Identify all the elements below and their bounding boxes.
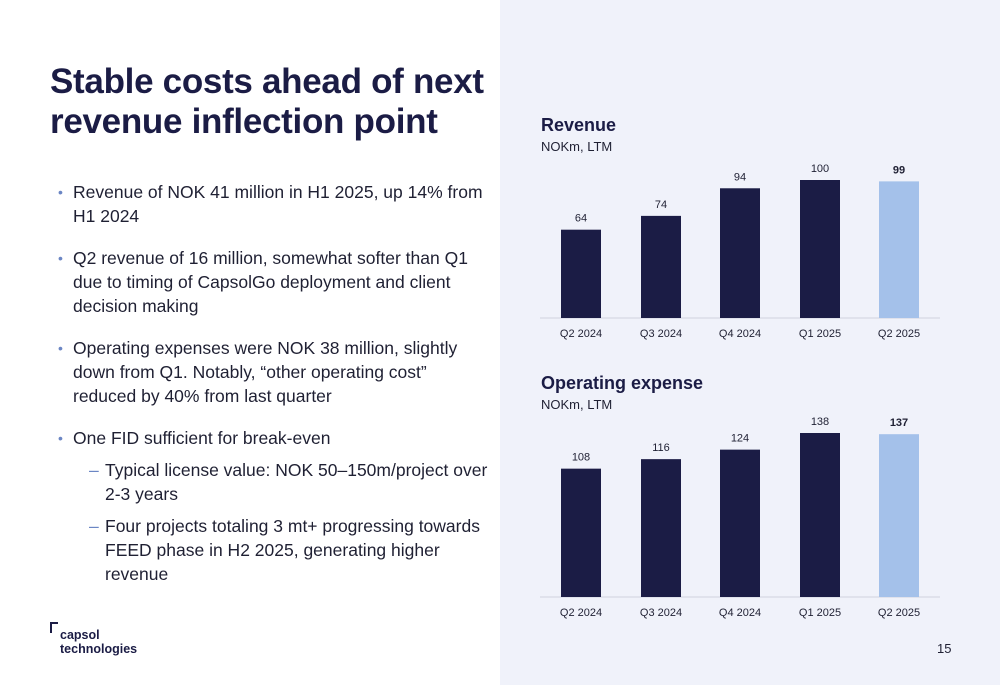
opex-bar xyxy=(561,468,601,597)
revenue-chart: 64 Q2 2024 74 Q3 2024 94 Q4 2024 100 Q1 2025 99 Q… xyxy=(540,163,940,340)
revenue-bar xyxy=(879,181,919,318)
revenue-bar xyxy=(800,180,840,318)
revenue-tick-label: Q2 2025 xyxy=(878,328,920,340)
opex-tick-label: Q1 2025 xyxy=(799,607,841,619)
revenue-bar xyxy=(561,229,601,318)
bullet-text: Q2 revenue of 16 million, somewhat softe… xyxy=(73,248,468,316)
bullet-text: Revenue of NOK 41 million in H1 2025, up… xyxy=(73,182,483,226)
opex-tick-label: Q2 2025 xyxy=(878,607,920,619)
revenue-tick-label: Q1 2025 xyxy=(799,328,841,340)
bullet-text: One FID sufficient for break-even xyxy=(73,428,331,448)
opex-bar xyxy=(879,434,919,597)
opex-data-label: 116 xyxy=(652,442,670,454)
opex-bar xyxy=(720,449,760,597)
bullet-marker: • xyxy=(58,184,63,200)
bullet-marker: • xyxy=(58,340,63,356)
bullet-text: Operating expenses were NOK 38 million, … xyxy=(73,338,458,406)
opex-tick-label: Q4 2024 xyxy=(719,607,761,619)
sub-bullet-item: – Four projects totaling 3 mt+ progressi… xyxy=(73,514,488,586)
opex-chart: 108 Q2 2024 116 Q3 2024 124 Q4 2024 138 Q1 2025… xyxy=(540,416,940,619)
bullet-item: • Operating expenses were NOK 38 million… xyxy=(58,336,488,408)
revenue-tick-label: Q3 2024 xyxy=(640,328,682,340)
revenue-chart-title: Revenue xyxy=(541,115,617,135)
revenue-bar xyxy=(641,215,681,318)
bullet-item: • One FID sufficient for break-even – Ty… xyxy=(58,426,488,586)
revenue-data-label: 99 xyxy=(893,164,905,176)
logo-text: capsol technologies xyxy=(60,628,137,656)
revenue-tick-label: Q2 2024 xyxy=(560,328,602,340)
opex-tick-label: Q2 2024 xyxy=(560,607,602,619)
logo-line-1: capsol xyxy=(60,628,100,642)
revenue-chart-subtitle: NOKm, LTM xyxy=(541,139,613,154)
bullet-marker: • xyxy=(58,250,63,266)
sub-bullet-marker: – xyxy=(89,516,99,536)
logo-line-2: technologies xyxy=(60,642,138,656)
revenue-data-label: 64 xyxy=(575,213,587,225)
bullet-item: • Revenue of NOK 41 million in H1 2025, … xyxy=(58,180,488,228)
sub-bullet-marker: – xyxy=(89,460,99,480)
opex-bar xyxy=(641,459,681,597)
sub-bullet-item: – Typical license value: NOK 50–150m/pro… xyxy=(73,458,488,506)
opex-tick-label: Q3 2024 xyxy=(640,607,682,619)
opex-chart-title: Operating expense xyxy=(541,373,704,393)
logo-bracket-icon xyxy=(50,622,58,633)
opex-data-label: 137 xyxy=(890,417,908,429)
page-number: 15 xyxy=(937,641,952,656)
revenue-tick-label: Q4 2024 xyxy=(719,328,761,340)
opex-chart-subtitle: NOKm, LTM xyxy=(541,397,613,412)
revenue-data-label: 100 xyxy=(811,163,829,175)
revenue-data-label: 74 xyxy=(655,199,667,211)
slide-title: Stable costs ahead of next revenue infle… xyxy=(50,62,484,141)
sub-bullet-text: Four projects totaling 3 mt+ progressing… xyxy=(105,516,480,584)
revenue-bar xyxy=(720,188,760,318)
revenue-data-label: 94 xyxy=(734,171,746,183)
opex-bar xyxy=(800,433,840,597)
opex-data-label: 138 xyxy=(811,416,829,428)
sub-bullet-text: Typical license value: NOK 50–150m/proje… xyxy=(105,460,488,504)
opex-data-label: 124 xyxy=(731,433,749,445)
bullet-list: • Revenue of NOK 41 million in H1 2025, … xyxy=(58,180,488,604)
opex-data-label: 108 xyxy=(572,452,590,464)
bullet-item: • Q2 revenue of 16 million, somewhat sof… xyxy=(58,246,488,318)
bullet-marker: • xyxy=(58,430,63,446)
